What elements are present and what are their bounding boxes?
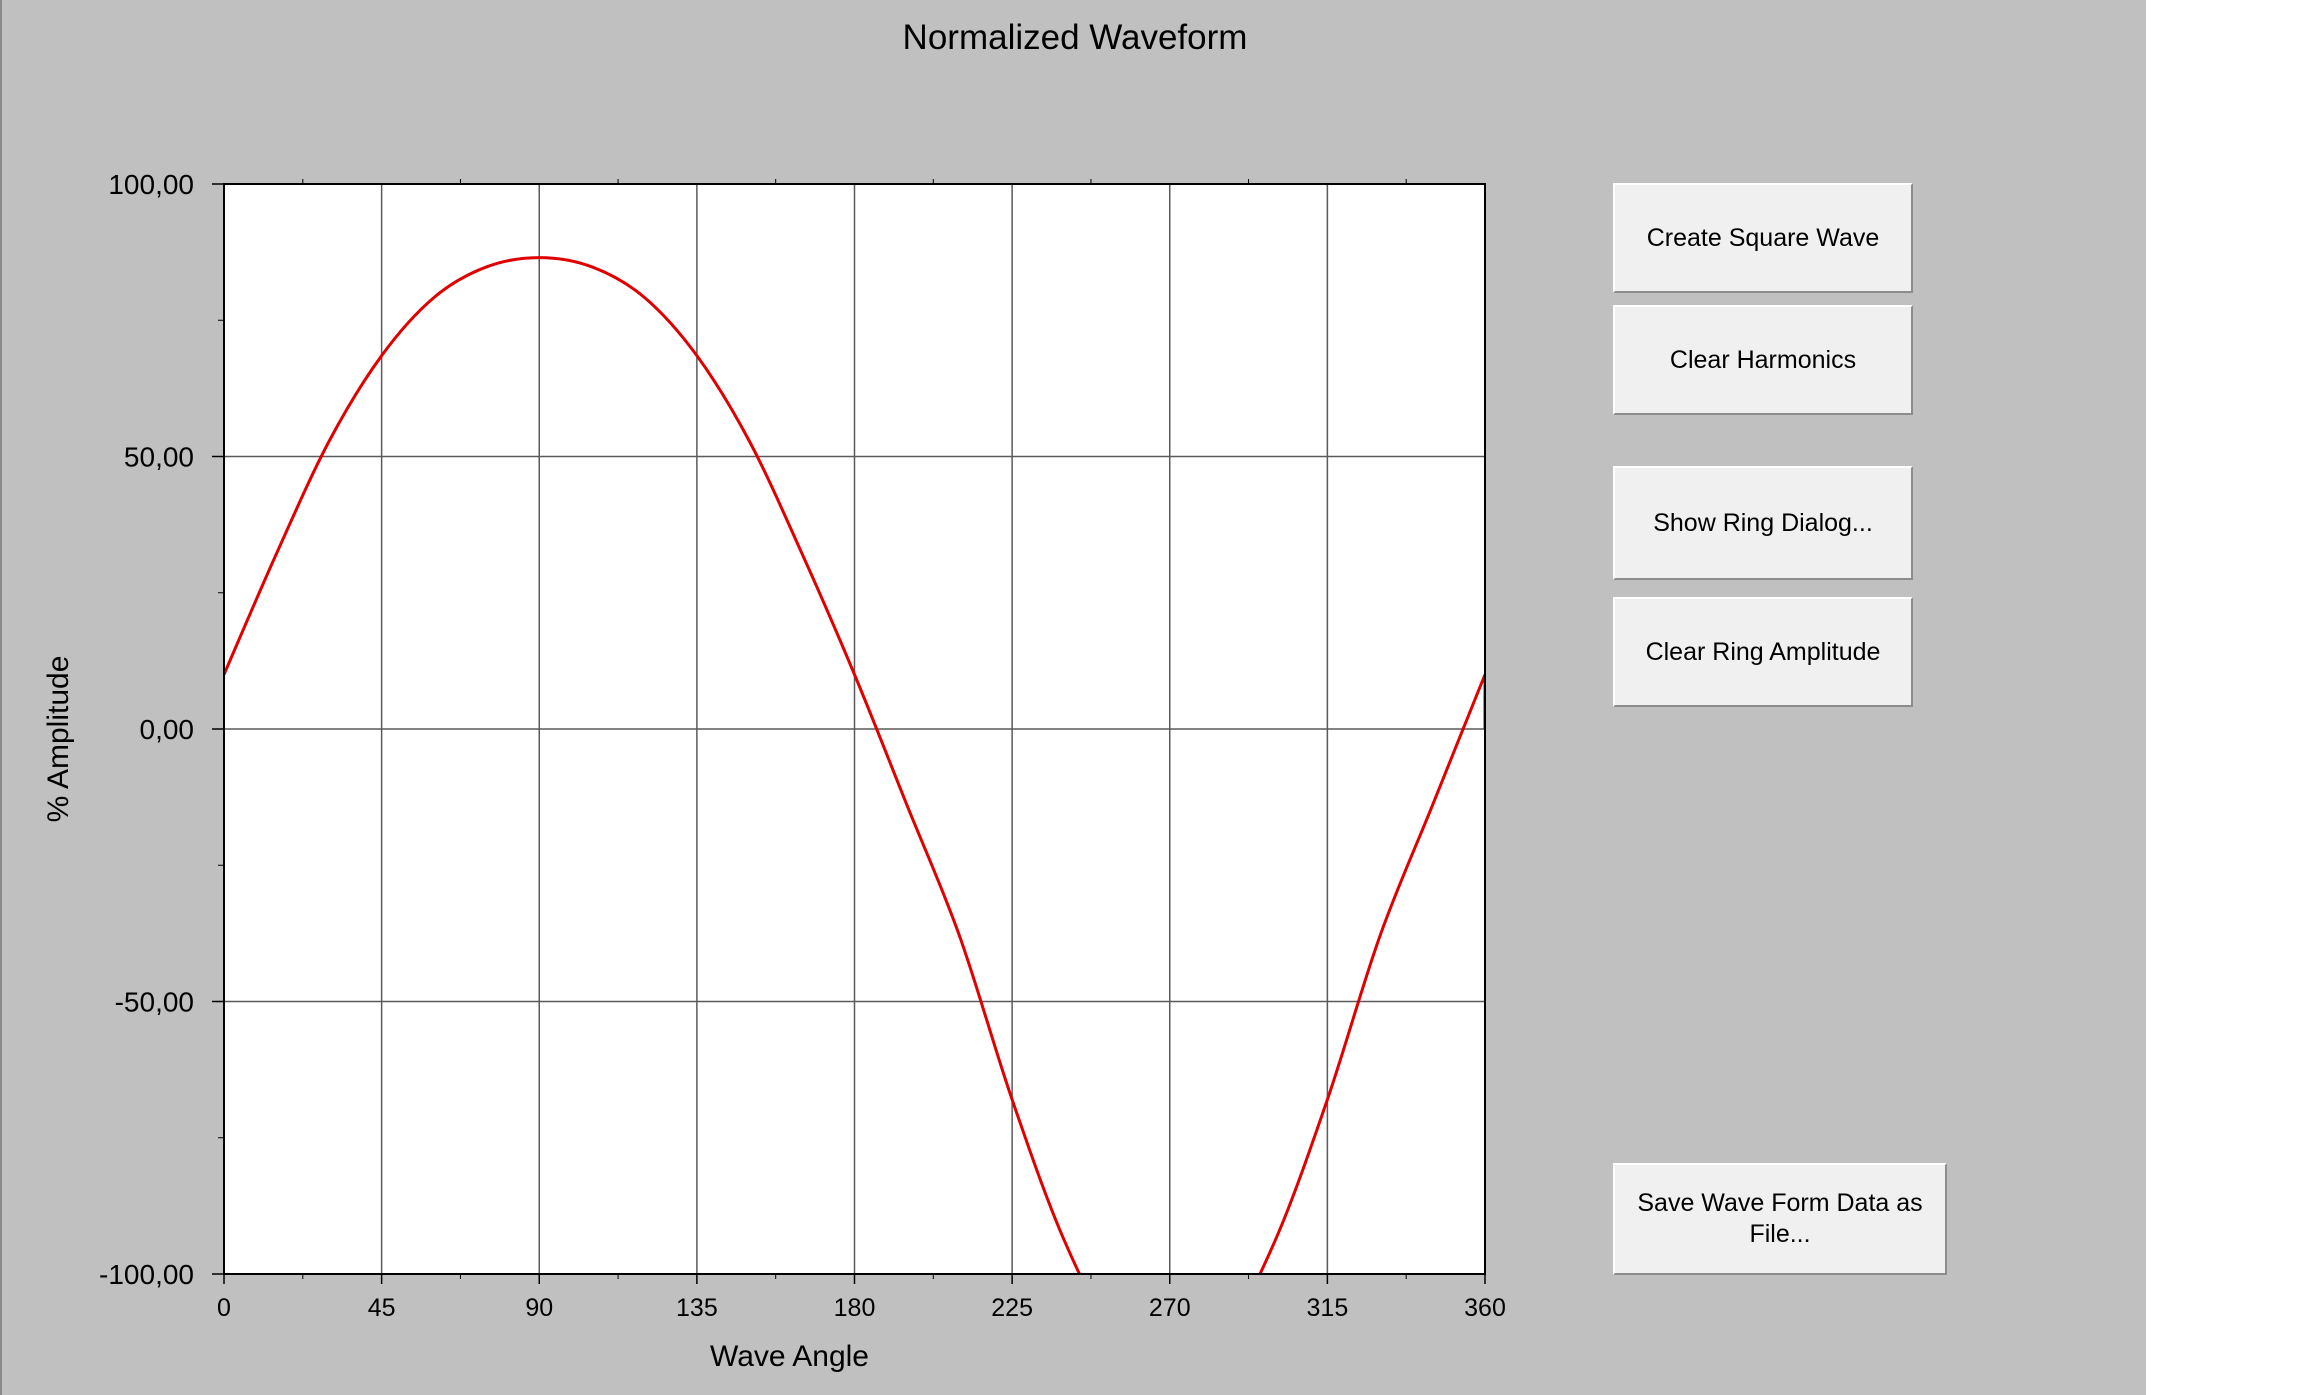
y-tick-label: 50,00: [124, 442, 194, 473]
x-tick-label: 315: [1307, 1294, 1349, 1322]
x-tick-label: 45: [368, 1294, 396, 1322]
show-ring-dialog-button[interactable]: Show Ring Dialog...: [1613, 466, 1913, 580]
waveform-series-line: [224, 256, 1485, 1274]
x-tick-label: 135: [676, 1294, 718, 1322]
chart-title: Normalized Waveform: [902, 18, 1248, 57]
y-tick-label: 100,00: [108, 169, 194, 200]
create-square-wave-button[interactable]: Create Square Wave: [1613, 183, 1913, 293]
x-tick-label: 360: [1464, 1294, 1506, 1322]
x-tick-label: 270: [1149, 1294, 1191, 1322]
y-tick-label: -50,00: [115, 987, 194, 1018]
waveform-panel: Normalized Waveform 0 45 90 135 180 225 270 315…: [0, 0, 2146, 1395]
grid-lines: [223, 183, 1486, 1275]
waveform-chart: 0 45 90 135 180 225 270 315 360 100,00 50,00 0,00 -5…: [42, 169, 1506, 1373]
save-waveform-button[interactable]: Save Wave Form Data as File...: [1613, 1163, 1947, 1275]
x-tick-label: 90: [525, 1294, 553, 1322]
x-tick-label: 0: [217, 1294, 231, 1322]
tick-labels: 0 45 90 135 180 225 270 315 360 100,00 50,00 0,00 -5…: [99, 169, 1506, 1322]
y-tick-label: 0,00: [140, 714, 195, 745]
y-tick-label: -100,00: [99, 1259, 194, 1290]
x-axis-title: Wave Angle: [710, 1340, 869, 1373]
y-axis-title: % Amplitude: [42, 656, 75, 823]
clear-ring-amplitude-button[interactable]: Clear Ring Amplitude: [1613, 597, 1913, 707]
plot-frame: [223, 183, 1486, 1275]
clear-harmonics-button[interactable]: Clear Harmonics: [1613, 305, 1913, 415]
x-tick-label: 180: [834, 1294, 876, 1322]
x-tick-label: 225: [991, 1294, 1033, 1322]
series-layer: [224, 256, 1485, 1274]
